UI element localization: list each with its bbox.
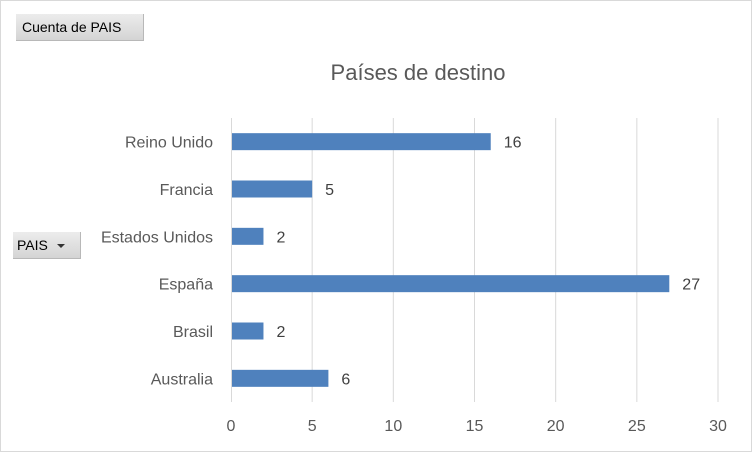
bar: [232, 227, 264, 245]
category-label: Reino Unido: [125, 135, 213, 152]
category-label: Francia: [160, 182, 213, 199]
category-label: Estados Unidos: [101, 229, 213, 246]
category-label: Australia: [151, 371, 213, 388]
x-tick-label: 5: [308, 418, 317, 435]
x-tick-label: 15: [466, 418, 484, 435]
category-label: España: [159, 277, 213, 294]
x-tick-label: 10: [384, 418, 402, 435]
bar: [232, 180, 313, 198]
axis-field-button[interactable]: PAIS: [13, 232, 81, 259]
bar: [232, 369, 329, 387]
x-tick-label: 0: [227, 418, 236, 435]
bar: [232, 275, 670, 293]
value-field-label: Cuenta de PAIS: [22, 19, 122, 35]
data-label: 6: [341, 371, 350, 388]
data-label: 5: [325, 182, 334, 199]
dropdown-arrow-icon[interactable]: [56, 244, 65, 248]
value-field-button[interactable]: Cuenta de PAIS: [16, 14, 144, 41]
data-label: 2: [276, 229, 285, 246]
data-label: 27: [682, 277, 700, 294]
data-label: 2: [276, 324, 285, 341]
x-tick-label: 20: [547, 418, 565, 435]
x-tick-label: 30: [709, 418, 727, 435]
data-label: 16: [504, 135, 522, 152]
bar: [232, 133, 491, 151]
category-label: Brasil: [173, 324, 213, 341]
axis-field-label: PAIS: [17, 237, 48, 253]
x-tick-label: 25: [628, 418, 646, 435]
bar: [232, 322, 264, 340]
chart-title: Países de destino: [330, 60, 506, 85]
